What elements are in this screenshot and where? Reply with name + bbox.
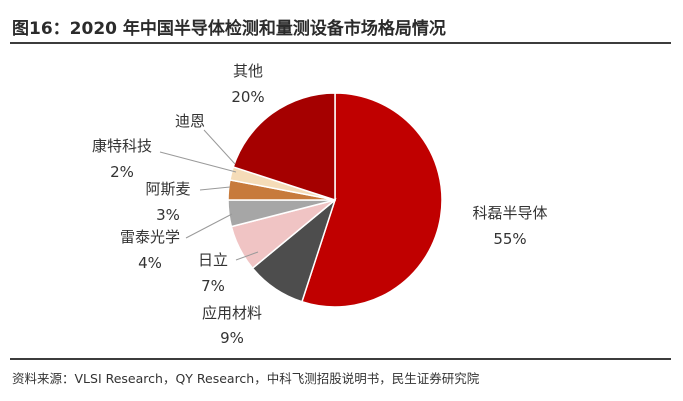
slice-6-name-label: 迪恩 — [175, 112, 205, 130]
slice-0 — [300, 92, 443, 308]
slice-7-name-label: 其他 — [233, 62, 263, 80]
slice-0-name-label: 科磊半导体 — [472, 204, 547, 222]
title-divider — [10, 42, 671, 44]
slice-0-value-label: 55% — [493, 230, 526, 248]
slice-2-leader-line — [235, 251, 259, 261]
slice-5-value-label: 2% — [110, 163, 134, 181]
slice-5-name-label: 康特科技 — [92, 137, 152, 155]
slice-3-value-label: 4% — [138, 254, 162, 272]
slice-1-name-label: 应用材料 — [202, 304, 262, 322]
slice-4-value-label: 3% — [156, 206, 180, 224]
slice-7-value-label: 20% — [231, 88, 264, 106]
slice-2-name-label: 日立 — [198, 251, 228, 269]
slice-5-leader-line — [159, 151, 237, 173]
slice-7 — [232, 92, 336, 202]
slice-1-value-label: 9% — [220, 329, 244, 347]
slice-4-leader-line — [199, 186, 231, 191]
leader-lines — [159, 129, 259, 261]
slice-4-name-label: 阿斯麦 — [145, 180, 190, 198]
slice-3-name-label: 雷泰光学 — [120, 228, 180, 246]
source-note: 资料来源：VLSI Research，QY Research，中科飞测招股说明书… — [12, 371, 480, 386]
slice-2-value-label: 7% — [201, 277, 225, 295]
slice-3-leader-line — [185, 213, 233, 239]
slice-6-leader-line — [203, 129, 236, 165]
source-divider — [10, 358, 671, 360]
slice-labels: 科磊半导体 55% 应用材料 9% 日立 7% 雷泰光学 4% 阿斯麦 3% 康特科技 2% 迪恩 其他 2… — [92, 62, 548, 347]
chart-title: 图16：2020 年中国半导体检测和量测设备市场格局情况 — [12, 19, 446, 39]
pie-slices — [227, 92, 443, 308]
